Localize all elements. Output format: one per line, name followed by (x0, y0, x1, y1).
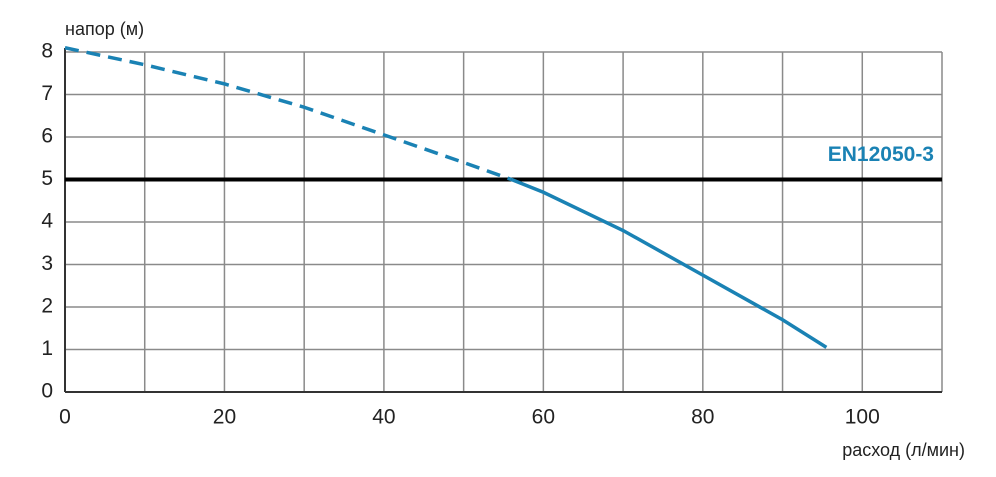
y-tick-label: 1 (41, 337, 53, 360)
y-tick-label: 8 (41, 40, 53, 63)
data-line (510, 177, 828, 349)
x-tick-label: 20 (213, 406, 236, 429)
y-tick-label: 3 (41, 252, 53, 275)
x-tick-label: 40 (372, 406, 395, 429)
y-tick-label: 6 (41, 125, 53, 148)
reference-label: EN12050-3 (828, 143, 934, 166)
y-axis-label: напор (м) (65, 19, 144, 39)
x-tick-label: 0 (59, 406, 71, 429)
y-tick-label: 4 (41, 210, 53, 233)
y-tick-label: 5 (41, 167, 53, 190)
y-tick-label: 2 (41, 295, 53, 318)
data-line (64, 46, 513, 182)
y-tick-label: 7 (41, 82, 53, 105)
x-tick-label: 60 (532, 406, 555, 429)
y-tick-label: 0 (41, 380, 53, 403)
x-tick-label: 100 (845, 406, 880, 429)
x-axis-label: расход (л/мин) (842, 440, 965, 460)
x-tick-label: 80 (691, 406, 714, 429)
